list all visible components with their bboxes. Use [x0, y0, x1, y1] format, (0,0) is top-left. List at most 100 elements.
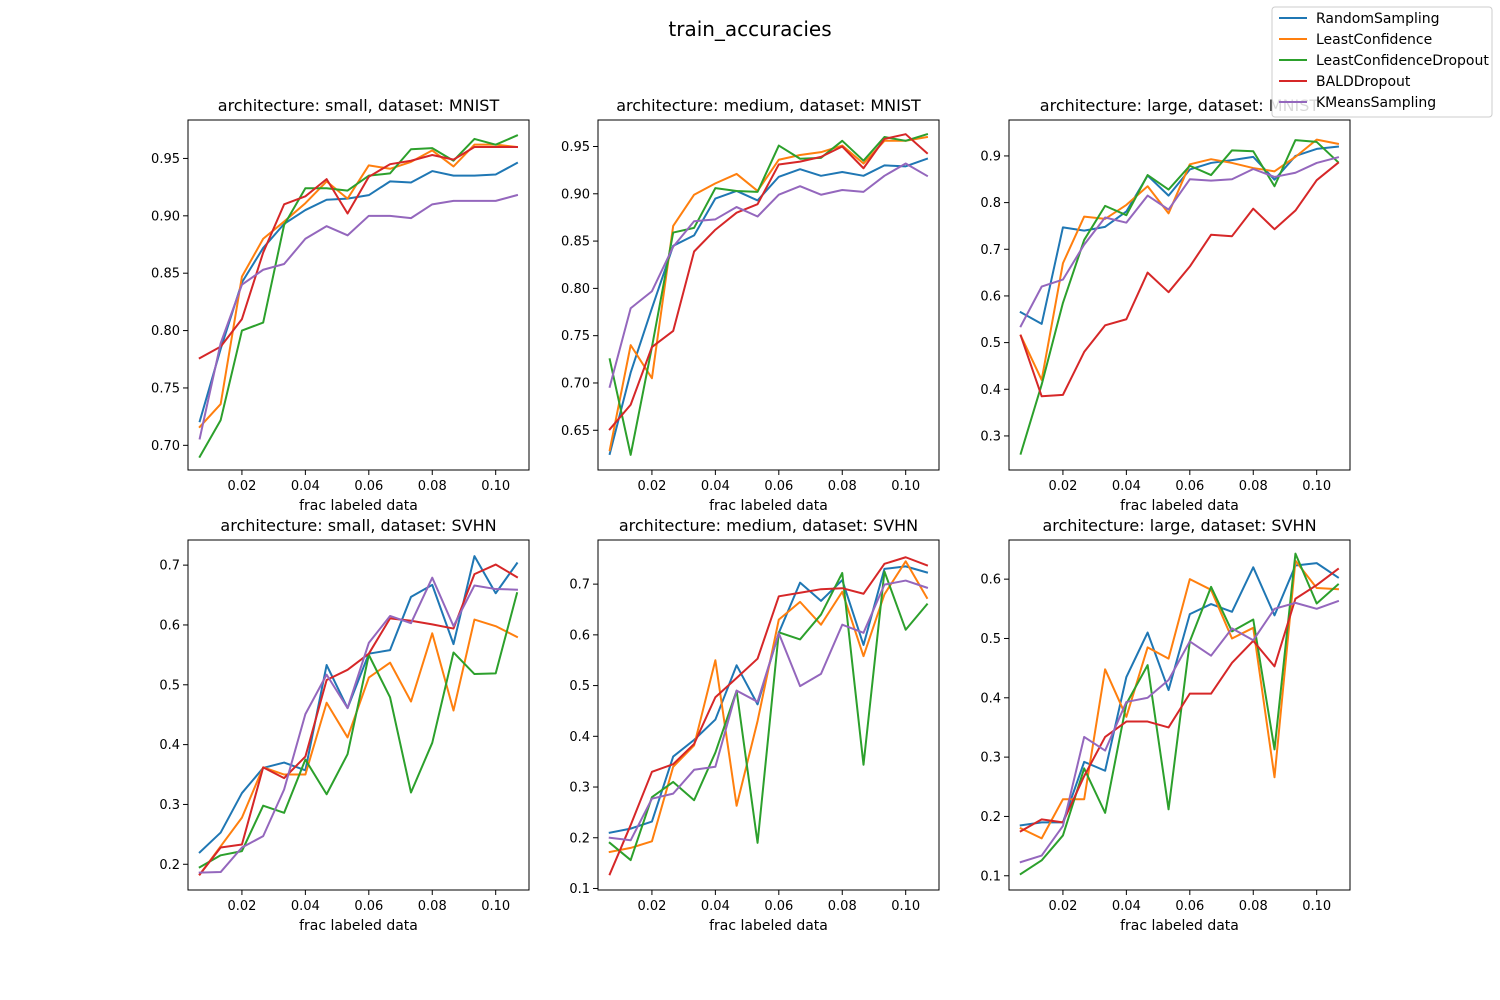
- x-tick-label: 0.02: [637, 479, 666, 494]
- y-tick-label: 0.2: [159, 858, 180, 873]
- x-tick-label: 0.06: [1175, 479, 1204, 494]
- x-axis-label: frac labeled data: [709, 498, 828, 514]
- series-line-RandomSampling: [1019, 145, 1340, 325]
- y-tick-label: 0.90: [561, 187, 590, 202]
- y-tick-label: 0.95: [561, 140, 590, 155]
- x-tick-label: 0.02: [227, 479, 256, 494]
- subplot-4: architecture: small, dataset: SVHN 0.02 0.…: [159, 516, 530, 934]
- axes-frame: [1008, 539, 1351, 891]
- series-line-LeastConfidenceDropout: [198, 134, 519, 459]
- axes-frame: [597, 119, 940, 471]
- x-tick-label: 0.08: [1239, 899, 1268, 914]
- y-tick-label: 0.2: [980, 810, 1001, 825]
- y-tick-label: 0.4: [159, 738, 180, 753]
- subplot-title: architecture: large, dataset: SVHN: [1042, 516, 1316, 535]
- y-tick-label: 0.3: [569, 781, 590, 796]
- y-tick-label: 0.1: [569, 882, 590, 897]
- y-tick-label: 0.75: [561, 329, 590, 344]
- legend-entry-label: KMeansSampling: [1316, 95, 1436, 111]
- subplot-3: architecture: large, dataset: MNIST 0.02 0…: [980, 96, 1351, 514]
- y-tick-label: 0.6: [569, 628, 590, 643]
- x-tick-label: 0.08: [418, 899, 447, 914]
- legend-entry-label: RandomSampling: [1316, 11, 1440, 27]
- series-line-LeastConfidenceDropout: [608, 132, 929, 456]
- y-tick-label: 0.95: [151, 152, 180, 167]
- x-axis-label: frac labeled data: [1120, 498, 1239, 514]
- subplot-grid: architecture: small, dataset: MNIST 0.02 0…: [151, 96, 1351, 934]
- x-tick-label: 0.04: [701, 899, 730, 914]
- subplot-title: architecture: small, dataset: MNIST: [218, 96, 500, 115]
- x-tick-label: 0.04: [291, 899, 320, 914]
- x-tick-label: 0.08: [1239, 479, 1268, 494]
- y-tick-label: 0.9: [980, 149, 1001, 164]
- x-tick-label: 0.08: [418, 479, 447, 494]
- series-line-BALDDropout: [198, 563, 519, 876]
- y-tick-label: 0.2: [569, 831, 590, 846]
- x-tick-label: 0.04: [701, 479, 730, 494]
- axes-frame: [187, 539, 530, 891]
- axes-frame: [597, 539, 940, 891]
- legend-box: [1271, 6, 1493, 118]
- x-tick-label: 0.10: [891, 899, 920, 914]
- series-line-KMeansSampling: [608, 579, 929, 842]
- x-axis-label: frac labeled data: [299, 498, 418, 514]
- subplot-1: architecture: small, dataset: MNIST 0.02 0…: [151, 96, 530, 514]
- y-tick-label: 0.7: [980, 243, 1001, 258]
- series-line-KMeansSampling: [1019, 156, 1340, 328]
- x-tick-label: 0.02: [1048, 479, 1077, 494]
- series-line-RandomSampling: [608, 157, 929, 456]
- y-tick-label: 0.80: [151, 324, 180, 339]
- x-tick-label: 0.04: [1112, 899, 1141, 914]
- y-tick-label: 0.1: [980, 869, 1001, 884]
- x-axis-label: frac labeled data: [1120, 918, 1239, 934]
- x-tick-label: 0.10: [481, 479, 510, 494]
- subplot-title: architecture: large, dataset: MNIST: [1040, 96, 1320, 115]
- series-line-BALDDropout: [1019, 161, 1340, 398]
- x-axis-label: frac labeled data: [709, 918, 828, 934]
- subplot-title: architecture: medium, dataset: SVHN: [619, 516, 918, 535]
- y-tick-label: 0.90: [151, 209, 180, 224]
- y-tick-label: 0.4: [980, 383, 1001, 398]
- figure-title: train_accuracies: [668, 17, 831, 41]
- series-line-LeastConfidenceDropout: [608, 570, 929, 862]
- axes-frame: [1008, 119, 1351, 471]
- series-line-BALDDropout: [1019, 567, 1340, 833]
- x-tick-label: 0.06: [764, 479, 793, 494]
- y-tick-label: 0.5: [980, 632, 1001, 647]
- series-line-BALDDropout: [608, 133, 929, 431]
- legend-entry-label: BALDDropout: [1316, 74, 1411, 90]
- y-tick-label: 0.7: [569, 578, 590, 593]
- x-tick-label: 0.06: [764, 899, 793, 914]
- y-tick-label: 0.75: [151, 381, 180, 396]
- legend-entry-label: LeastConfidence: [1316, 32, 1432, 48]
- y-tick-label: 0.7: [159, 559, 180, 574]
- y-tick-label: 0.6: [159, 618, 180, 633]
- y-tick-label: 0.70: [561, 376, 590, 391]
- subplot-2: architecture: medium, dataset: MNIST 0.02…: [561, 96, 940, 514]
- series-line-KMeansSampling: [198, 193, 519, 440]
- series-line-RandomSampling: [1019, 562, 1340, 827]
- y-tick-label: 0.85: [561, 235, 590, 250]
- y-tick-label: 0.3: [980, 429, 1001, 444]
- x-tick-label: 0.04: [291, 479, 320, 494]
- y-tick-label: 0.85: [151, 267, 180, 282]
- legend-entry-label: LeastConfidenceDropout: [1316, 53, 1489, 69]
- subplot-6: architecture: large, dataset: SVHN 0.02 0.…: [980, 516, 1351, 934]
- x-tick-label: 0.08: [828, 899, 857, 914]
- x-tick-label: 0.06: [354, 899, 383, 914]
- series-line-LeastConfidenceDropout: [1019, 139, 1340, 455]
- series-line-LeastConfidenceDropout: [1019, 552, 1340, 876]
- y-tick-label: 0.4: [569, 730, 590, 745]
- y-tick-label: 0.5: [569, 679, 590, 694]
- y-tick-label: 0.80: [561, 282, 590, 297]
- x-tick-label: 0.10: [481, 899, 510, 914]
- series-line-BALDDropout: [198, 145, 518, 360]
- series-line-LeastConfidenceDropout: [198, 592, 519, 869]
- axes-frame: [187, 119, 530, 471]
- x-tick-label: 0.08: [828, 479, 857, 494]
- y-tick-label: 0.65: [561, 424, 590, 439]
- x-tick-label: 0.02: [637, 899, 666, 914]
- x-tick-label: 0.04: [1112, 479, 1141, 494]
- y-tick-label: 0.5: [980, 336, 1001, 351]
- x-tick-label: 0.06: [1175, 899, 1204, 914]
